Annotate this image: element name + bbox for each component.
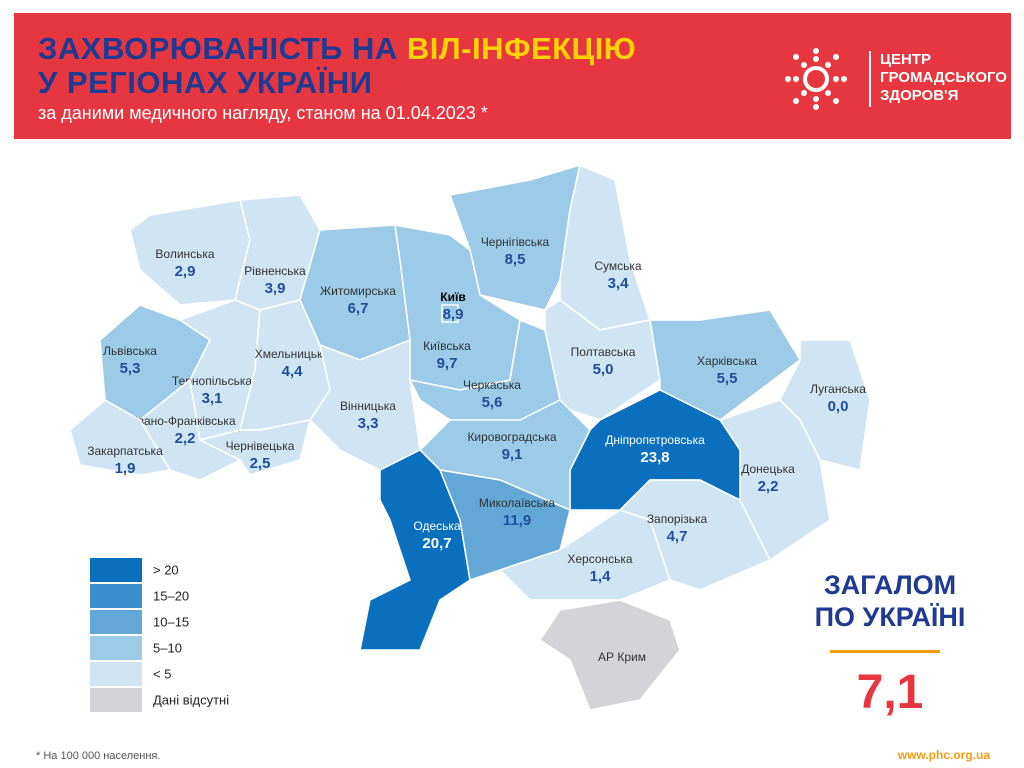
- logo-line: ЗДОРОВ'Я: [880, 87, 959, 104]
- region: [544, 299, 661, 421]
- title: ЗАХВОРЮВАНІСТЬ НА: [38, 31, 407, 66]
- region-value: 1,4: [590, 568, 612, 585]
- legend-swatch: [90, 584, 142, 608]
- legend-swatch: [90, 610, 142, 634]
- logo-icon: [785, 48, 847, 110]
- region-name: АР Крим: [598, 650, 646, 664]
- title-highlight: ВІЛ-ІНФЕКЦІЮ: [406, 31, 637, 66]
- legend-label: < 5: [153, 666, 171, 681]
- region-name: Одеська: [413, 519, 461, 533]
- region-value: 9,1: [502, 446, 523, 463]
- logo-divider: [869, 51, 871, 107]
- legend-swatch: [90, 636, 142, 660]
- region-value: 1,9: [115, 460, 136, 477]
- region-value: 6,7: [348, 300, 369, 317]
- region-name: Житомирська: [320, 284, 396, 298]
- region-name: Київ: [440, 290, 465, 304]
- region-value: 5,0: [593, 361, 614, 378]
- logo-text: ЦЕНТР ГРОМАДСЬКОГО ЗДОРОВ'Я: [880, 51, 1007, 105]
- region-name: Львівська: [103, 344, 157, 358]
- region-value: 5,3: [120, 360, 141, 377]
- title-line: У РЕГІОНАХ УКРАЇНИ: [38, 65, 373, 100]
- region-name: Херсонська: [567, 552, 633, 566]
- region-name: Миколаївська: [479, 496, 556, 510]
- region-name: Запорізька: [647, 512, 708, 526]
- region-value: 20,7: [422, 535, 451, 552]
- total-label: ПО УКРАЇНІ: [814, 602, 966, 632]
- region-name: Харківська: [697, 354, 757, 368]
- region: [538, 599, 681, 711]
- region-name: Полтавська: [571, 345, 636, 359]
- region-value: 3,3: [358, 415, 379, 432]
- region-value: 11,9: [503, 512, 531, 529]
- legend-label: Дані відсутні: [153, 692, 229, 707]
- region-name: Рівненська: [244, 264, 306, 278]
- region-value: 4,7: [667, 528, 688, 545]
- logo-line: ЦЕНТР: [880, 51, 931, 68]
- region: [441, 304, 459, 323]
- region-value: 2,9: [175, 263, 196, 280]
- legend-label: 10–15: [153, 614, 189, 629]
- region-value: 0,0: [828, 398, 849, 415]
- total-divider: [830, 650, 940, 653]
- region-name: Івано-Франківська: [134, 414, 236, 428]
- region-name: Тернопільська: [172, 374, 252, 388]
- region-value: 5,6: [482, 394, 503, 411]
- legend-label: 15–20: [153, 588, 189, 603]
- legend-swatch: [90, 688, 142, 712]
- legend-label: 5–10: [153, 640, 182, 655]
- region-name: Чернігівська: [481, 235, 550, 249]
- region-value: 2,2: [758, 478, 779, 495]
- region-value: 23,8: [640, 449, 669, 466]
- region-name: Київська: [423, 339, 471, 353]
- region-name: Вінницька: [340, 399, 396, 413]
- region: [197, 419, 312, 476]
- region-name: Кировоградська: [467, 430, 556, 444]
- region: [69, 399, 172, 476]
- logo-line: ГРОМАДСЬКОГО: [880, 69, 1007, 86]
- region-name: Донецька: [741, 462, 795, 476]
- region-name: Волинська: [155, 247, 215, 261]
- region-value: 4,4: [282, 363, 304, 380]
- region-name: Черкаська: [463, 378, 521, 392]
- website: www.phc.org.ua: [897, 748, 990, 762]
- region-value: 3,9: [265, 280, 286, 297]
- region-name: Чернівецька: [226, 439, 295, 453]
- region-name: Закарпатська: [87, 444, 163, 458]
- total-value: 7,1: [856, 666, 924, 719]
- region-value: 2,2: [175, 430, 196, 447]
- region-value: 9,7: [437, 355, 458, 372]
- region-value: 5,5: [717, 370, 738, 387]
- region: [649, 309, 801, 421]
- region-value: 8,5: [505, 251, 526, 268]
- legend-swatch: [90, 558, 142, 582]
- region-value: 3,4: [608, 275, 630, 292]
- region-name: Дніпропетровська: [605, 433, 705, 447]
- region-name: Хмельницька: [255, 347, 330, 361]
- region-value: 8,9: [443, 306, 464, 323]
- region-name: Луганська: [810, 382, 866, 396]
- legend-swatch: [90, 662, 142, 686]
- header-banner: ЗАХВОРЮВАНІСТЬ НА ВІЛ-ІНФЕКЦІЮ У РЕГІОНА…: [14, 13, 1011, 139]
- region-name: Сумська: [594, 259, 642, 273]
- region-value: 2,5: [250, 455, 271, 472]
- footnote: * На 100 000 населення.: [36, 750, 161, 762]
- legend-label: > 20: [153, 562, 179, 577]
- region-value: 3,1: [202, 390, 223, 407]
- region: [618, 479, 772, 591]
- subtitle: за даними медичного нагляду, станом на 0…: [38, 103, 488, 123]
- total-label: ЗАГАЛОМ: [823, 570, 957, 600]
- title-line: ЗАХВОРЮВАНІСТЬ НА ВІЛ-ІНФЕКЦІЮ: [38, 31, 636, 67]
